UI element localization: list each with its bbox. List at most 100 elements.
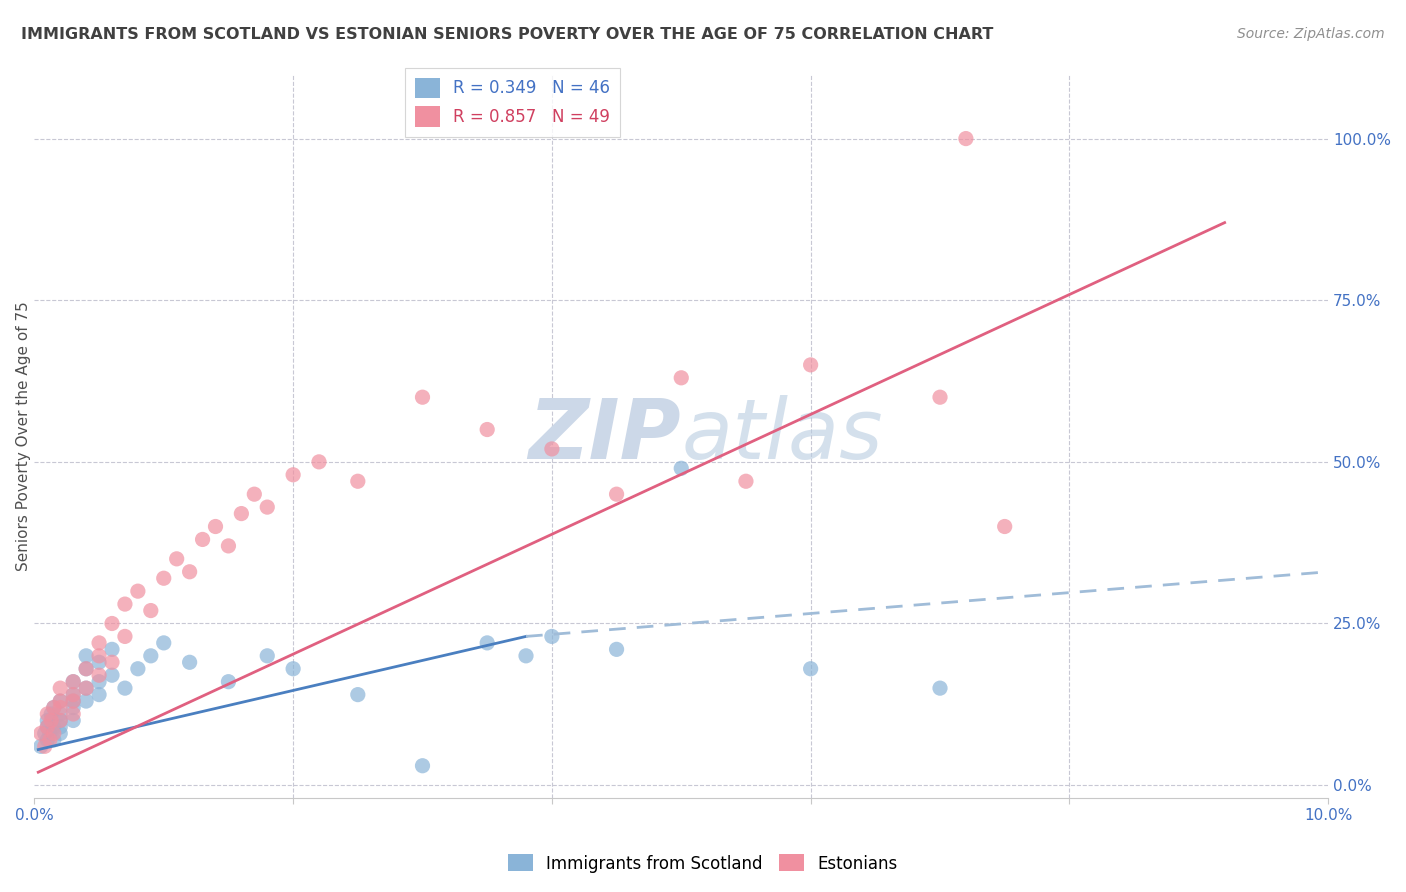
Point <box>281 467 304 482</box>
Point <box>204 519 226 533</box>
Point <box>75 681 97 695</box>
Point <box>42 700 65 714</box>
Point <box>39 706 62 721</box>
Point <box>49 694 72 708</box>
Point <box>114 629 136 643</box>
Point <box>30 726 52 740</box>
Point <box>37 720 59 734</box>
Point <box>87 688 110 702</box>
Point <box>606 642 628 657</box>
Point <box>87 636 110 650</box>
Point <box>87 668 110 682</box>
Point <box>231 507 253 521</box>
Point <box>30 739 52 754</box>
Point <box>412 390 434 404</box>
Point <box>256 500 278 515</box>
Point <box>994 519 1017 533</box>
Text: IMMIGRANTS FROM SCOTLAND VS ESTONIAN SENIORS POVERTY OVER THE AGE OF 75 CORRELAT: IMMIGRANTS FROM SCOTLAND VS ESTONIAN SEN… <box>21 27 994 42</box>
Point <box>101 642 124 657</box>
Point <box>541 442 564 456</box>
Point <box>39 714 62 728</box>
Legend: Immigrants from Scotland, Estonians: Immigrants from Scotland, Estonians <box>502 847 904 880</box>
Point <box>87 655 110 669</box>
Point <box>671 371 693 385</box>
Point <box>75 662 97 676</box>
Point <box>49 714 72 728</box>
Point <box>87 648 110 663</box>
Point <box>735 475 758 489</box>
Point <box>166 552 188 566</box>
Point <box>152 636 174 650</box>
Point <box>49 700 72 714</box>
Point <box>42 700 65 714</box>
Point <box>49 714 72 728</box>
Point <box>412 758 434 772</box>
Point <box>139 603 162 617</box>
Point <box>800 662 823 676</box>
Point <box>179 655 201 669</box>
Point <box>62 674 84 689</box>
Point <box>217 674 239 689</box>
Point <box>127 584 149 599</box>
Point <box>38 732 60 747</box>
Point <box>346 475 368 489</box>
Point <box>929 681 952 695</box>
Point <box>42 720 65 734</box>
Point <box>62 688 84 702</box>
Point <box>75 694 97 708</box>
Point <box>62 700 84 714</box>
Point <box>114 681 136 695</box>
Point <box>62 694 84 708</box>
Point <box>42 726 65 740</box>
Point <box>34 739 56 754</box>
Point <box>49 720 72 734</box>
Point <box>37 706 59 721</box>
Point <box>515 648 537 663</box>
Point <box>179 565 201 579</box>
Text: Source: ZipAtlas.com: Source: ZipAtlas.com <box>1237 27 1385 41</box>
Point <box>477 636 499 650</box>
Point <box>49 726 72 740</box>
Point <box>541 629 564 643</box>
Point <box>49 706 72 721</box>
Point <box>49 681 72 695</box>
Point <box>37 720 59 734</box>
Point <box>75 681 97 695</box>
Point <box>101 616 124 631</box>
Point <box>101 668 124 682</box>
Point <box>34 726 56 740</box>
Point <box>243 487 266 501</box>
Point <box>308 455 330 469</box>
Point <box>87 674 110 689</box>
Point <box>75 648 97 663</box>
Point <box>217 539 239 553</box>
Point <box>139 648 162 663</box>
Point <box>114 597 136 611</box>
Point <box>101 655 124 669</box>
Point <box>42 732 65 747</box>
Point <box>75 662 97 676</box>
Point <box>62 688 84 702</box>
Y-axis label: Seniors Poverty Over the Age of 75: Seniors Poverty Over the Age of 75 <box>15 301 31 571</box>
Point <box>191 533 214 547</box>
Point <box>606 487 628 501</box>
Point <box>256 648 278 663</box>
Text: ZIP: ZIP <box>529 395 682 476</box>
Point <box>477 423 499 437</box>
Point <box>38 726 60 740</box>
Point <box>127 662 149 676</box>
Text: atlas: atlas <box>682 395 883 476</box>
Point <box>37 732 59 747</box>
Point <box>37 714 59 728</box>
Point <box>800 358 823 372</box>
Legend: R = 0.349   N = 46, R = 0.857   N = 49: R = 0.349 N = 46, R = 0.857 N = 49 <box>405 68 620 136</box>
Point <box>49 694 72 708</box>
Point <box>955 131 977 145</box>
Point <box>152 571 174 585</box>
Point <box>62 674 84 689</box>
Point <box>346 688 368 702</box>
Point <box>281 662 304 676</box>
Point <box>62 694 84 708</box>
Point <box>929 390 952 404</box>
Point <box>62 714 84 728</box>
